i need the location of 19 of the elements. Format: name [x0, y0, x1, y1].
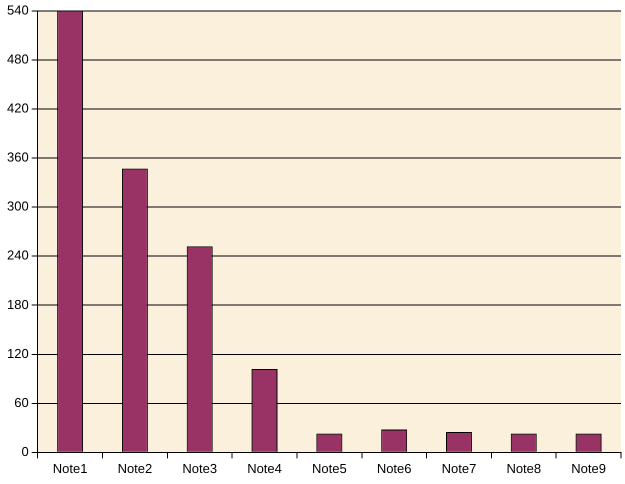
x-tick-label: Note9 [571, 460, 606, 476]
x-tick-label: Note8 [506, 460, 542, 476]
y-tick-label: 0 [21, 444, 29, 459]
y-tick-label: 60 [14, 394, 29, 410]
y-tick-label: 540 [6, 2, 29, 18]
y-tick-label: 240 [6, 248, 29, 263]
y-tick-label: 180 [6, 296, 29, 312]
x-tick-label: Note4 [247, 460, 282, 476]
y-tick-label: 120 [6, 346, 29, 361]
y-tick-label: 480 [6, 51, 29, 66]
x-tick-label: Note6 [376, 460, 412, 476]
x-tick-label: Note1 [52, 460, 88, 476]
x-tick-label: Note5 [312, 460, 347, 476]
y-tick-label: 300 [6, 198, 29, 214]
x-tick-label: Note2 [118, 460, 152, 476]
y-tick-label: 360 [6, 150, 29, 165]
x-tick-label: Note7 [442, 460, 476, 476]
x-tick-label: Note3 [182, 460, 218, 476]
y-tick-label: 420 [6, 100, 29, 116]
